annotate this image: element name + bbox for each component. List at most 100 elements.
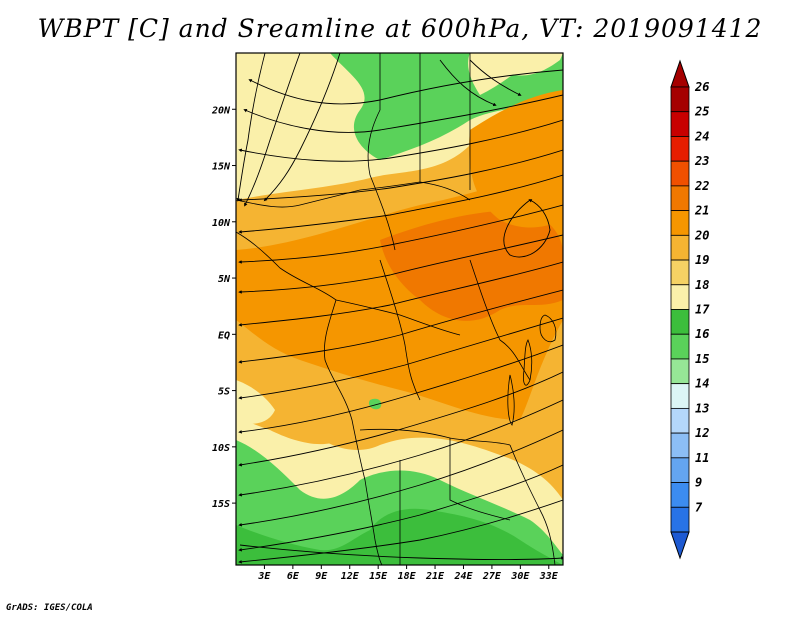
lat-tick-label: 20N bbox=[211, 105, 231, 116]
colorbar-label: 25 bbox=[694, 105, 709, 119]
colorbar-label: 11 bbox=[695, 451, 709, 465]
border bbox=[359, 428, 511, 446]
colorbar-label: 15 bbox=[695, 352, 709, 366]
colorbar-label: 13 bbox=[695, 401, 709, 415]
colorbar: 26 25 24 23 22 21 20 19 18 17 16 15 14 13 12 11 9 7 bbox=[670, 59, 710, 560]
colorbar-swatch bbox=[670, 136, 690, 162]
streamline bbox=[236, 53, 266, 202]
streamline bbox=[238, 317, 563, 400]
colorbar-swatch bbox=[670, 234, 690, 261]
colorbar-swatch bbox=[670, 432, 690, 459]
map-title: WBPT [C] and Sreamline at 600hPa, VT: 20… bbox=[37, 14, 763, 43]
lon-tick-label: 18E bbox=[398, 571, 417, 582]
colorbar-label: 7 bbox=[695, 500, 703, 514]
lake bbox=[507, 374, 515, 426]
lat-tick-label: 5N bbox=[218, 274, 231, 285]
border bbox=[236, 181, 421, 208]
colorbar-label: 9 bbox=[695, 476, 702, 490]
streamline bbox=[239, 544, 563, 560]
colorbar-label: 23 bbox=[694, 154, 709, 168]
streamline bbox=[238, 371, 563, 467]
colorbar-swatch bbox=[670, 185, 690, 212]
colorbar-swatch bbox=[670, 210, 690, 236]
lon-axis: 3E 6E 9E 12E 15E 18E 21E 24E 27E 30E 33E bbox=[257, 565, 559, 582]
lon-tick-label: 24E bbox=[453, 571, 473, 582]
shade-east-21 bbox=[469, 90, 563, 228]
lon-tick-label: 33E bbox=[539, 571, 559, 582]
colorbar-swatch bbox=[670, 284, 690, 310]
lat-axis: 20N 15N 10N 5N EQ 5S 10S 15S bbox=[211, 105, 236, 510]
lon-tick-label: 6E bbox=[287, 571, 300, 582]
streamline bbox=[238, 289, 563, 364]
colorbar-label: 14 bbox=[695, 377, 709, 391]
colorbar-swatch bbox=[670, 457, 690, 483]
colorbar-swatch bbox=[670, 383, 690, 409]
shade-west-19 bbox=[236, 380, 275, 424]
colorbar-label: 16 bbox=[695, 327, 709, 341]
border bbox=[509, 444, 556, 565]
streamline bbox=[503, 199, 551, 258]
colorbar-swatch bbox=[670, 482, 690, 508]
political-boundaries bbox=[236, 53, 557, 565]
streamline bbox=[238, 204, 563, 264]
border bbox=[367, 53, 396, 251]
streamline bbox=[238, 234, 563, 294]
colorbar-swatch bbox=[670, 111, 690, 137]
lake bbox=[539, 314, 557, 343]
streamline bbox=[469, 59, 522, 96]
colorbar-swatch bbox=[670, 506, 690, 533]
grads-credit: GrADS: IGES/COLA bbox=[6, 603, 93, 613]
border bbox=[469, 259, 531, 381]
streamline bbox=[238, 344, 563, 434]
lon-tick-label: 9E bbox=[315, 571, 328, 582]
streamline bbox=[244, 53, 301, 207]
shade-ne-18 bbox=[468, 53, 540, 95]
border bbox=[335, 299, 461, 336]
colorbar-label: 21 bbox=[694, 204, 709, 218]
lon-tick-label: 30E bbox=[510, 571, 530, 582]
lon-tick-label: 3E bbox=[257, 571, 271, 582]
lat-tick-label: 10S bbox=[212, 443, 230, 454]
streamline bbox=[439, 59, 497, 107]
map-frame bbox=[235, 52, 564, 566]
border bbox=[449, 438, 511, 521]
colorbar-swatch bbox=[670, 86, 690, 113]
coastline bbox=[236, 231, 383, 565]
border bbox=[379, 259, 421, 401]
streamline bbox=[238, 399, 563, 497]
shade-south-16 bbox=[236, 508, 563, 565]
streamline bbox=[243, 94, 563, 133]
colorbar-swatch bbox=[670, 358, 690, 385]
lon-tick-label: 12E bbox=[341, 571, 360, 582]
streamline bbox=[238, 119, 563, 162]
colorbar-label: 22 bbox=[694, 179, 709, 193]
colorbar-top-arrow bbox=[670, 59, 690, 88]
colorbar-label: 24 bbox=[694, 129, 709, 143]
lake bbox=[523, 339, 533, 386]
lat-tick-label: 15N bbox=[212, 162, 231, 173]
colorbar-swatch bbox=[670, 160, 690, 187]
streamlines bbox=[236, 53, 563, 564]
lat-tick-label: 15S bbox=[212, 499, 230, 510]
streamline bbox=[238, 499, 563, 564]
streamline bbox=[238, 149, 563, 202]
colorbar-label: 26 bbox=[694, 80, 709, 94]
streamline bbox=[238, 429, 563, 527]
lon-tick-label: 21E bbox=[425, 571, 445, 582]
colorbar-swatch bbox=[670, 407, 690, 434]
colorbar-label: 19 bbox=[695, 253, 709, 267]
border bbox=[419, 53, 471, 201]
lat-tick-label: EQ bbox=[218, 330, 230, 341]
streamline bbox=[238, 464, 563, 552]
colorbar-label: 20 bbox=[694, 228, 709, 242]
streamline bbox=[238, 174, 563, 234]
wbpt-shading bbox=[236, 53, 563, 565]
streamline bbox=[238, 261, 563, 327]
lat-tick-label: 5S bbox=[218, 387, 230, 398]
lon-tick-label: 27E bbox=[482, 571, 502, 582]
colorbar-swatch bbox=[670, 259, 690, 286]
lon-tick-label: 15E bbox=[369, 571, 388, 582]
lat-tick-label: 10N bbox=[212, 218, 231, 229]
colorbar-swatch bbox=[670, 333, 690, 360]
